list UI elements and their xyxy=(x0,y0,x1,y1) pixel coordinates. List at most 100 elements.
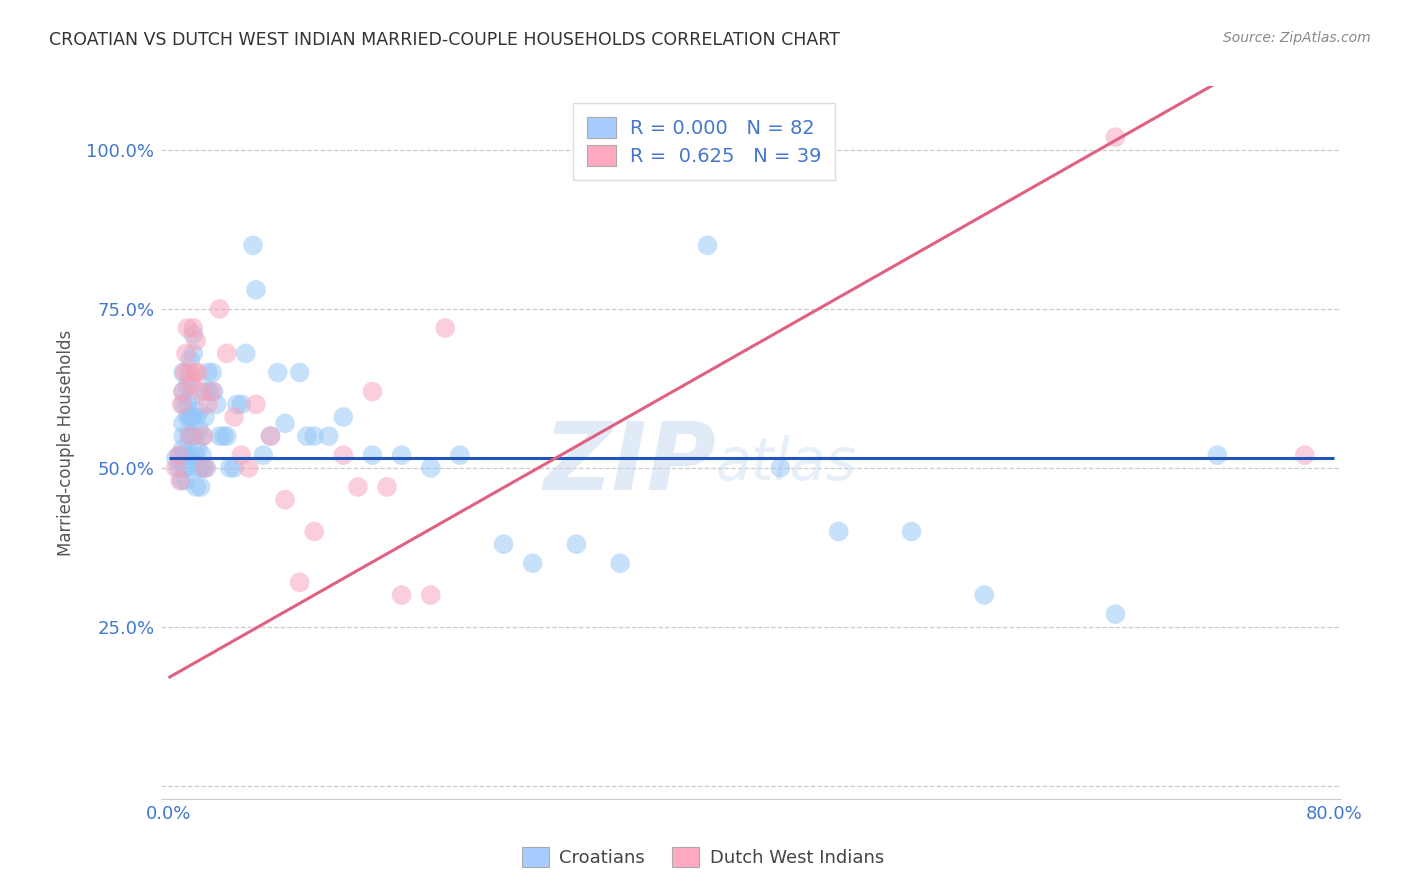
Point xyxy=(274,492,297,507)
Point xyxy=(191,429,214,443)
Point xyxy=(245,397,267,411)
Point xyxy=(172,384,194,399)
Point xyxy=(193,461,215,475)
Point xyxy=(184,448,207,462)
Point xyxy=(176,321,198,335)
Point xyxy=(267,366,290,380)
Point xyxy=(259,429,281,443)
Point xyxy=(184,429,207,443)
Point xyxy=(177,366,200,380)
Point xyxy=(172,442,194,456)
Point xyxy=(167,461,190,475)
Point xyxy=(176,410,198,425)
Point xyxy=(900,524,922,539)
Point xyxy=(186,334,208,348)
Point xyxy=(208,301,231,316)
Point xyxy=(434,321,457,335)
Point xyxy=(172,366,194,380)
Point xyxy=(180,378,202,392)
Point xyxy=(238,461,260,475)
Point xyxy=(187,366,209,380)
Point xyxy=(231,397,253,411)
Point xyxy=(172,397,194,411)
Point xyxy=(179,372,201,386)
Point xyxy=(235,346,257,360)
Point xyxy=(174,474,197,488)
Point xyxy=(167,448,190,462)
Point xyxy=(295,429,318,443)
Point xyxy=(176,378,198,392)
Point xyxy=(259,429,281,443)
Point xyxy=(274,417,297,431)
Point xyxy=(180,429,202,443)
Point xyxy=(177,429,200,443)
Point xyxy=(215,346,238,360)
Point xyxy=(522,556,544,570)
Point xyxy=(201,366,224,380)
Point xyxy=(169,448,191,462)
Point xyxy=(187,461,209,475)
Point xyxy=(186,480,208,494)
Point xyxy=(170,397,193,411)
Point xyxy=(222,461,245,475)
Point xyxy=(195,461,218,475)
Point xyxy=(181,321,204,335)
Point xyxy=(1206,448,1229,462)
Point xyxy=(174,461,197,475)
Point xyxy=(174,346,197,360)
Point xyxy=(172,417,194,431)
Point xyxy=(231,448,253,462)
Point xyxy=(198,384,221,399)
Point xyxy=(245,283,267,297)
Point xyxy=(288,575,311,590)
Point xyxy=(197,397,219,411)
Point xyxy=(973,588,995,602)
Text: CROATIAN VS DUTCH WEST INDIAN MARRIED-COUPLE HOUSEHOLDS CORRELATION CHART: CROATIAN VS DUTCH WEST INDIAN MARRIED-CO… xyxy=(49,31,841,49)
Point xyxy=(205,397,228,411)
Point xyxy=(827,524,849,539)
Point xyxy=(170,474,193,488)
Point xyxy=(361,384,384,399)
Point xyxy=(1104,607,1126,621)
Point xyxy=(1294,448,1316,462)
Point xyxy=(197,366,219,380)
Point xyxy=(180,410,202,425)
Point xyxy=(302,429,325,443)
Point xyxy=(492,537,515,551)
Point xyxy=(391,588,413,602)
Text: atlas: atlas xyxy=(716,435,856,492)
Point xyxy=(172,429,194,443)
Point xyxy=(375,480,398,494)
Point xyxy=(215,429,238,443)
Point xyxy=(184,366,207,380)
Point xyxy=(242,238,264,252)
Text: Source: ZipAtlas.com: Source: ZipAtlas.com xyxy=(1223,31,1371,45)
Point xyxy=(190,480,212,494)
Point xyxy=(252,448,274,462)
Point xyxy=(190,461,212,475)
Point xyxy=(179,352,201,367)
Point xyxy=(361,448,384,462)
Point xyxy=(391,448,413,462)
Point xyxy=(179,429,201,443)
Point xyxy=(201,384,224,399)
Point xyxy=(194,461,217,475)
Text: ZIP: ZIP xyxy=(543,417,716,510)
Point xyxy=(347,480,370,494)
Point xyxy=(449,448,471,462)
Point xyxy=(188,423,211,437)
Point xyxy=(302,524,325,539)
Point xyxy=(222,410,245,425)
Point xyxy=(172,461,194,475)
Point xyxy=(179,391,201,405)
Point xyxy=(165,461,187,475)
Point xyxy=(769,461,792,475)
Point xyxy=(332,448,354,462)
Y-axis label: Married-couple Households: Married-couple Households xyxy=(58,329,75,556)
Point xyxy=(218,461,240,475)
Point xyxy=(226,397,249,411)
Point xyxy=(187,442,209,456)
Point xyxy=(191,448,214,462)
Point xyxy=(177,448,200,462)
Point xyxy=(193,429,215,443)
